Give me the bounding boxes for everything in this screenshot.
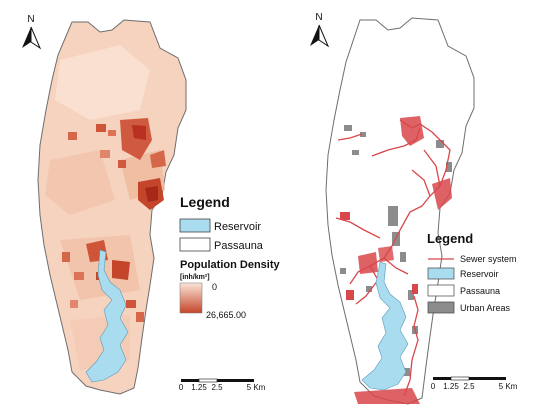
- density-hotspots: [62, 118, 166, 322]
- basin-outline: [325, 17, 475, 405]
- north-arrow-icon: N: [22, 14, 42, 50]
- legend-label-passauna: Passauna: [460, 286, 500, 296]
- legend-label-sewer: Sewer system: [460, 254, 517, 264]
- north-arrow-icon: N: [310, 12, 330, 48]
- legend-label-passauna: Passauna: [214, 240, 264, 252]
- left-scale-bar: 0 1.25 2.5 5 Km: [179, 378, 266, 392]
- scale-label-2: 2.5: [463, 382, 475, 391]
- right-map: N: [310, 12, 518, 405]
- density-ramp: [179, 282, 203, 314]
- legend-swatch-urban: [427, 301, 455, 314]
- legend-label-reservoir: Reservoir: [460, 269, 499, 279]
- left-map: N: [22, 14, 281, 395]
- legend-swatch-reservoir: [427, 267, 455, 280]
- sewer-clusters: [340, 116, 452, 404]
- right-scale-bar: 0 1.25 2.5 5 Km: [431, 376, 518, 391]
- reservoir: [85, 249, 129, 383]
- density-max: 26,665.00: [206, 310, 246, 320]
- reservoir: [361, 261, 409, 391]
- density-unit: [inh/km²]: [180, 274, 210, 281]
- left-legend: Legend Reservoir Passauna Population Den…: [179, 194, 281, 320]
- scale-label-3: 5 Km: [499, 382, 518, 391]
- legend-swatch-passauna: [427, 284, 455, 297]
- north-label: N: [315, 12, 322, 23]
- legend-swatch-reservoir: [179, 218, 211, 233]
- legend-swatch-passauna: [179, 237, 211, 252]
- density-title: Population Density: [180, 259, 281, 271]
- scale-label-1: 1.25: [191, 383, 207, 392]
- scale-label-3: 5 Km: [247, 383, 266, 392]
- density-min: 0: [212, 282, 217, 292]
- legend-label-urban: Urban Areas: [460, 303, 511, 313]
- legend-label-reservoir: Reservoir: [214, 221, 261, 233]
- scale-label-0: 0: [179, 383, 184, 392]
- legend-title: Legend: [180, 194, 230, 210]
- right-legend: Legend Sewer system Reservoir Passauna U…: [427, 231, 517, 314]
- north-label: N: [27, 14, 34, 25]
- scale-label-0: 0: [431, 382, 436, 391]
- scale-label-2: 2.5: [211, 383, 223, 392]
- scale-label-1: 1.25: [443, 382, 459, 391]
- legend-title: Legend: [427, 231, 473, 246]
